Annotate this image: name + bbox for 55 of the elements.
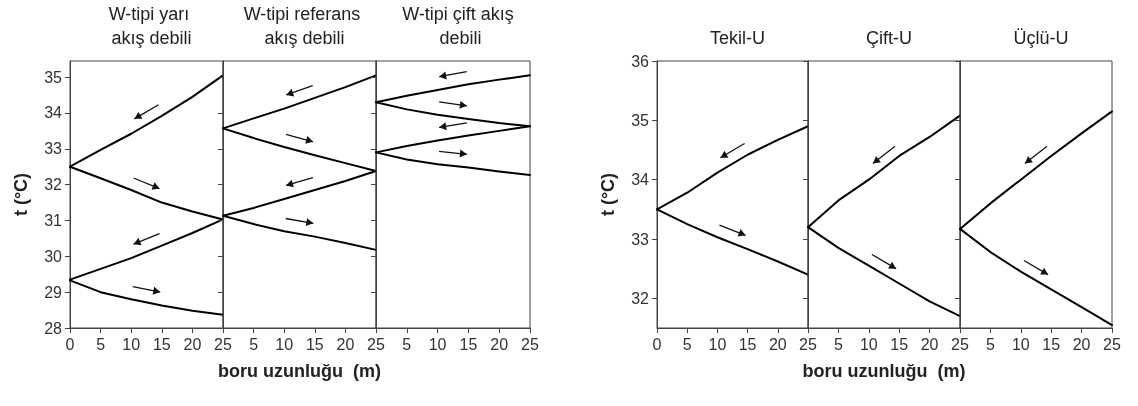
y-tick-label: 36 bbox=[631, 52, 650, 70]
chart-title: Üçlü-U bbox=[1013, 28, 1069, 48]
x-tick-label: 5 bbox=[249, 335, 259, 353]
x-tick-label: 25 bbox=[799, 335, 817, 353]
y-tick-label: 32 bbox=[44, 176, 63, 194]
y-tick-label: 34 bbox=[631, 171, 650, 189]
x-tick-label: 5 bbox=[833, 335, 843, 353]
x-tick-label: 15 bbox=[1042, 335, 1061, 353]
x-tick-label: 5 bbox=[682, 335, 692, 353]
x-tick-label: 25 bbox=[367, 335, 385, 353]
y-tick-label: 33 bbox=[631, 230, 650, 248]
x-tick-label: 20 bbox=[336, 335, 355, 353]
y-tick-label: 33 bbox=[44, 140, 63, 158]
x-tick-label: 20 bbox=[768, 335, 787, 353]
y-tick-label: 35 bbox=[631, 111, 650, 129]
x-tick-label: 10 bbox=[275, 335, 294, 353]
x-tick-label: 5 bbox=[96, 335, 106, 353]
x-tick-label: 15 bbox=[305, 335, 324, 353]
x-tick-label: 20 bbox=[183, 335, 202, 353]
x-tick-label: 10 bbox=[708, 335, 727, 353]
y-tick-label: 35 bbox=[44, 68, 63, 86]
x-tick-label: 25 bbox=[951, 335, 969, 353]
x-tick-label: 20 bbox=[920, 335, 939, 353]
y-axis-title: t (°C) bbox=[598, 172, 618, 217]
y-axis-title: t (°C) bbox=[11, 172, 31, 217]
x-tick-label: 10 bbox=[122, 335, 141, 353]
x-tick-label: 10 bbox=[1011, 335, 1030, 353]
x-tick-label: 20 bbox=[1072, 335, 1091, 353]
x-tick-label: 15 bbox=[459, 335, 478, 353]
y-tick-label: 31 bbox=[44, 211, 63, 229]
y-tick-label: 32 bbox=[631, 289, 650, 307]
x-tick-label: 25 bbox=[1103, 335, 1121, 353]
y-tick-label: 29 bbox=[44, 283, 63, 301]
x-tick-label: 20 bbox=[490, 335, 509, 353]
x-tick-label: 5 bbox=[402, 335, 412, 353]
x-tick-label: 0 bbox=[652, 335, 662, 353]
x-tick-label: 15 bbox=[890, 335, 909, 353]
chart-title: W-tipi çift akış debili bbox=[402, 4, 514, 48]
y-tick-label: 30 bbox=[44, 247, 63, 265]
x-tick-label: 25 bbox=[521, 335, 539, 353]
y-tick-label: 34 bbox=[44, 104, 63, 122]
chart-title: W-tipi referans akış debili bbox=[243, 4, 366, 48]
x-tick-label: 0 bbox=[65, 335, 75, 353]
x-axis-title: boru uzunluğu (m) bbox=[802, 361, 966, 381]
y-tick-label: 28 bbox=[44, 319, 63, 337]
x-tick-label: 25 bbox=[214, 335, 232, 353]
x-axis-title: boru uzunluğu (m) bbox=[218, 361, 381, 381]
x-tick-label: 10 bbox=[428, 335, 447, 353]
x-tick-label: 10 bbox=[859, 335, 878, 353]
chart-title: W-tipi yarı akış debili bbox=[108, 4, 195, 48]
x-tick-label: 5 bbox=[985, 335, 995, 353]
chart-title: Tekil-U bbox=[709, 28, 766, 48]
chart-title: Çift-U bbox=[866, 28, 912, 48]
x-tick-label: 15 bbox=[152, 335, 171, 353]
x-tick-label: 15 bbox=[738, 335, 757, 353]
